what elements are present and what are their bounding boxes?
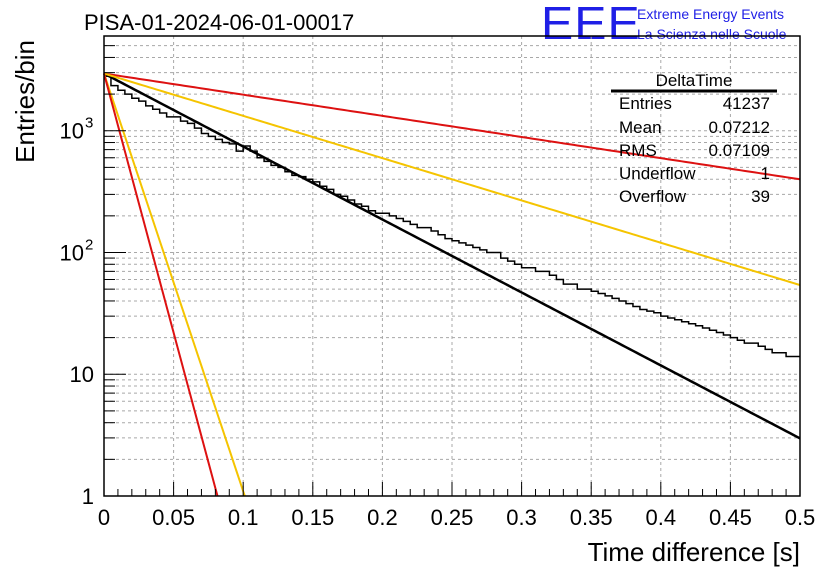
y-tick-label-exponent: 3 bbox=[85, 115, 93, 132]
stats-box-title: DeltaTime bbox=[656, 71, 733, 90]
stats-value-overflow: 39 bbox=[751, 187, 770, 206]
x-tick-label: 0.4 bbox=[646, 505, 677, 530]
fit-curves bbox=[103, 72, 801, 497]
fit-curve bbox=[103, 72, 801, 287]
x-tick-label: 0.35 bbox=[570, 505, 613, 530]
stats-value-mean: 0.07212 bbox=[709, 118, 770, 137]
x-tick-label: 0.5 bbox=[785, 505, 816, 530]
stats-label-overflow: Overflow bbox=[619, 187, 687, 206]
plot-title: PISA-01-2024-06-01-00017 bbox=[84, 10, 355, 35]
stats-value-rms: 0.07109 bbox=[709, 141, 770, 160]
histogram-series bbox=[104, 75, 800, 358]
x-tick-label: 0.3 bbox=[506, 505, 537, 530]
eee-logo-line-2: La Scienza nelle Scuole bbox=[637, 26, 787, 42]
y-tick-label-exponent: 2 bbox=[85, 236, 93, 253]
fit-curve bbox=[103, 72, 801, 181]
stats-label-mean: Mean bbox=[619, 118, 662, 137]
y-tick-label: 10 bbox=[60, 240, 84, 265]
x-tick-label: 0.45 bbox=[709, 505, 752, 530]
x-tick-label: 0.2 bbox=[367, 505, 398, 530]
eee-logo: EEE Extreme Energy Events La Scienza nel… bbox=[541, 0, 836, 49]
fit-curve bbox=[103, 73, 246, 497]
y-tick-label: 1 bbox=[82, 484, 94, 509]
x-tick-label: 0.1 bbox=[228, 505, 259, 530]
stats-value-underflow: 1 bbox=[761, 164, 770, 183]
fit-curve bbox=[103, 73, 219, 497]
stats-label-entries: Entries bbox=[619, 94, 672, 113]
y-axis-label: Entries/bin bbox=[10, 40, 40, 163]
eee-logo-mark: EEE bbox=[541, 0, 641, 49]
x-tick-label: 0.15 bbox=[291, 505, 334, 530]
x-tick-label: 0.05 bbox=[152, 505, 195, 530]
x-tick-label: 0.25 bbox=[431, 505, 474, 530]
axis-ticks: 0 0.05 0.1 0.15 0.2 0.25 0.3 0.35 0.4 0.45 0.5 1 10 1… bbox=[60, 35, 816, 530]
stats-value-entries: 41237 bbox=[723, 94, 770, 113]
eee-logo-line-1: Extreme Energy Events bbox=[637, 6, 785, 22]
stats-label-rms: RMS bbox=[619, 141, 657, 160]
x-tick-label: 0 bbox=[98, 505, 110, 530]
histogram-outline bbox=[104, 75, 800, 358]
stats-label-underflow: Underflow bbox=[619, 164, 696, 183]
stats-box: DeltaTime Entries 41237 Mean 0.07212 RMS… bbox=[611, 71, 777, 206]
y-tick-label: 10 bbox=[60, 119, 84, 144]
fit-curve bbox=[103, 72, 801, 440]
x-axis-label: Time difference [s] bbox=[588, 537, 800, 567]
y-tick-label: 10 bbox=[70, 362, 94, 387]
